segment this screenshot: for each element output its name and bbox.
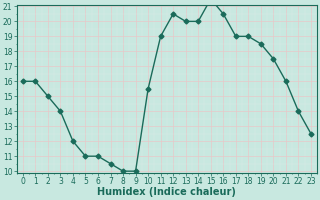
X-axis label: Humidex (Indice chaleur): Humidex (Indice chaleur)	[98, 187, 236, 197]
